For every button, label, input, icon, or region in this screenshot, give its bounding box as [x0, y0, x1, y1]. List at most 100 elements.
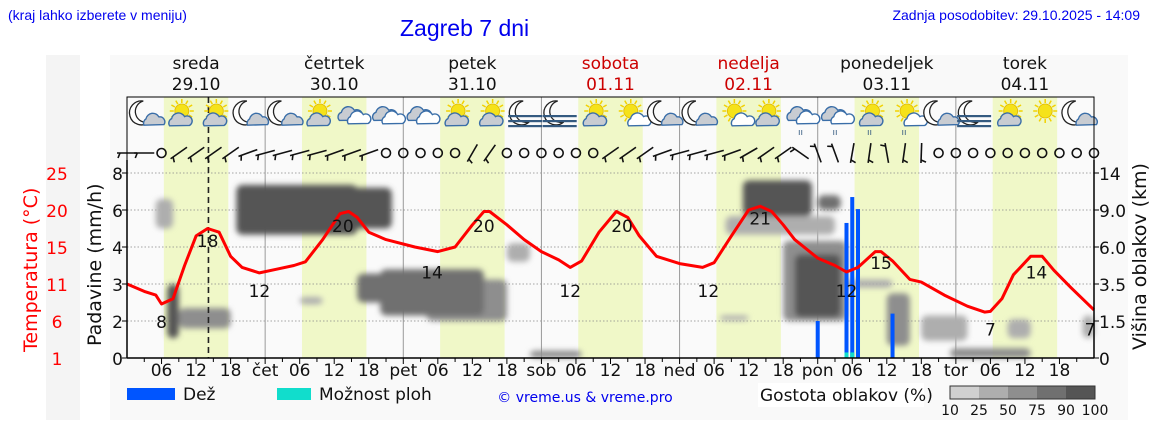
precipitation-axis-label: Padavine (mm/h) [84, 183, 106, 346]
x-hour-tick: 06 [703, 361, 725, 381]
cloud-height-tick: 1.5 [1099, 313, 1126, 333]
x-hour-tick: 06 [980, 361, 1002, 381]
calm-wind-icon [415, 147, 426, 159]
cloud-density-patch [921, 315, 968, 341]
calm-wind-icon [587, 147, 599, 159]
x-hour-tick: 12 [323, 361, 345, 381]
temperature-label: 12 [698, 282, 720, 302]
rain-drops-icon: ıı [902, 128, 907, 138]
temperature-tick: 25 [46, 165, 68, 185]
wind-barb-icon [789, 146, 810, 160]
day-date: 30.10 [310, 75, 359, 95]
cloud-density-patch [725, 216, 835, 235]
wind-barb-icon [307, 149, 327, 161]
wind-barb-icon [170, 146, 188, 163]
calm-wind-icon [449, 147, 461, 159]
cloud-density-patch [529, 350, 582, 358]
x-day-tick: tor [944, 361, 968, 381]
sun-cloud-icon [582, 99, 609, 127]
cloud-height-tick: 6.0 [1099, 239, 1126, 259]
density-swatch [1037, 386, 1066, 399]
x-hour-tick: 18 [911, 361, 933, 381]
wind-barb-icon [483, 144, 497, 164]
temperature-label: 7 [1085, 321, 1096, 341]
x-day-tick: pon [802, 361, 834, 381]
temperature-label: 15 [870, 254, 892, 274]
x-day-tick: sob [526, 361, 556, 381]
density-swatch [950, 386, 979, 399]
calm-wind-icon [518, 147, 530, 159]
moon-cloud-icon [923, 100, 960, 126]
page-title: Zagreb 7 dni [400, 15, 530, 41]
fog-icon [957, 120, 992, 123]
calm-wind-icon [156, 147, 167, 159]
wind-barb-icon [187, 146, 205, 163]
cloud-icon [582, 112, 608, 127]
temperature-tick: 15 [46, 239, 68, 259]
cloud-density-patch [1007, 319, 1031, 339]
x-hour-tick: 12 [185, 361, 207, 381]
wind-barb-icon [636, 146, 654, 163]
temperature-tick: 6 [52, 313, 63, 333]
wind-barb-icon [255, 149, 276, 161]
calm-wind-icon [432, 147, 444, 159]
wind-barb-icon [289, 149, 310, 161]
temperature-axis-label: Temperatura (°C) [20, 188, 42, 353]
temperature-tick: 11 [46, 276, 68, 296]
cloud-density-patch [155, 198, 174, 229]
cloud-height-tick: 9.0 [1099, 202, 1126, 222]
wind-barb-icon [619, 146, 637, 163]
temperature-label: 14 [421, 263, 443, 283]
x-hour-tick: 18 [634, 361, 656, 381]
wind-barb-icon [880, 143, 890, 163]
cloud-density-patch [1082, 315, 1094, 339]
temperature-label: 18 [197, 232, 219, 252]
x-hour-tick: 18 [1049, 361, 1071, 381]
wind-barb-icon [739, 147, 758, 162]
density-tick: 75 [1028, 403, 1046, 419]
sun-cloud-icon [306, 99, 332, 127]
cloud-icon [168, 112, 193, 127]
x-hour-tick: 06 [151, 361, 173, 381]
rain-bar [890, 313, 895, 358]
rain-bar [856, 209, 861, 358]
calm-wind-icon [950, 147, 962, 159]
daylight-band [578, 97, 643, 358]
density-bar-frame [949, 385, 1096, 400]
density-swatch [1008, 386, 1037, 399]
cloud-icon [381, 110, 407, 125]
cloud-density-patch [506, 243, 530, 262]
fog-icon [542, 115, 577, 118]
sun-cloud-icon [202, 99, 229, 127]
cloud-icon [830, 110, 856, 125]
sun-cloud-white-icon [722, 99, 756, 127]
x-hour-tick: 06 [427, 361, 449, 381]
cloud-density-patch [817, 195, 841, 210]
day-name: petek [448, 54, 496, 74]
wind-barb-icon [204, 146, 222, 163]
sun-cloud-icon [755, 99, 781, 127]
wind-barb-icon [134, 152, 155, 159]
x-hour-tick: 18 [358, 361, 380, 381]
cloud-grey-icon [406, 106, 441, 125]
daylight-band [992, 97, 1058, 358]
fog-icon [508, 125, 543, 128]
x-hour-tick: 12 [738, 361, 760, 381]
day-name: torek [1003, 54, 1047, 74]
copyright-link[interactable]: © vreme.us & vreme.pro [497, 390, 672, 406]
day-date: 01.11 [586, 75, 635, 95]
cloud-icon [858, 112, 884, 127]
day-name: nedelja [717, 54, 779, 74]
wind-barb-icon [601, 146, 620, 163]
wind-barb-icon [341, 148, 362, 161]
x-hour-tick: 12 [876, 361, 898, 381]
location-hint: (kraj lahko izberete v meniju) [8, 7, 187, 23]
last-updated: Zadnja posodobitev: 29.10.2025 - 14:09 [892, 7, 1140, 23]
cloud-icon [142, 112, 166, 126]
x-hour-tick: 18 [496, 361, 518, 381]
wind-barb-icon [774, 146, 792, 163]
cloud-icon [415, 110, 441, 125]
cloud-density-patch [794, 254, 841, 318]
x-hour-tick: 06 [289, 361, 311, 381]
